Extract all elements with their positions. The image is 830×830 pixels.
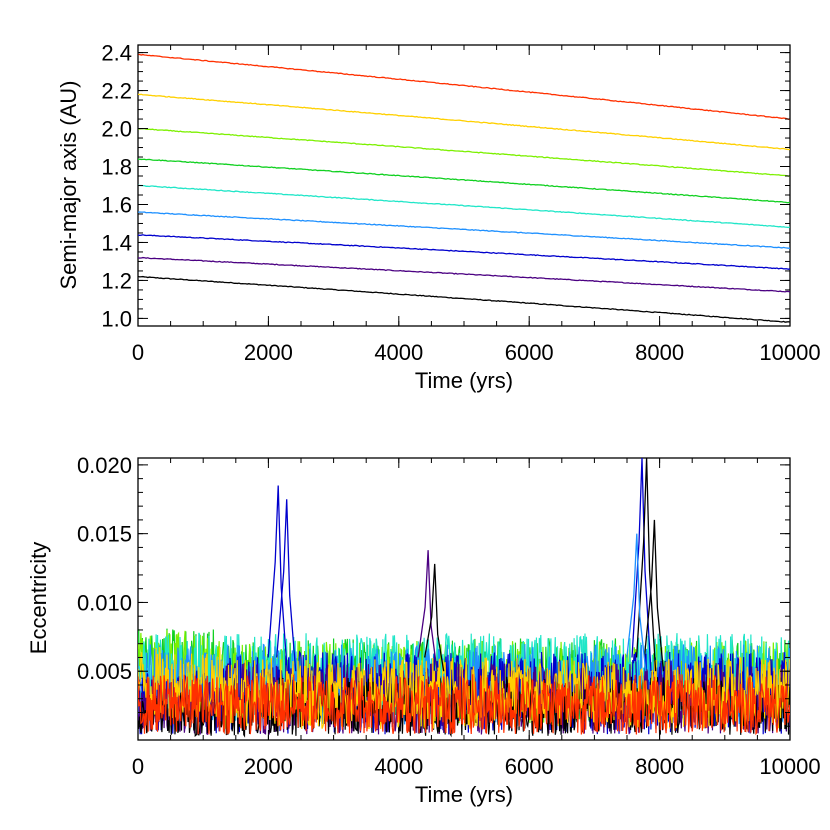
x-tick-label: 0 <box>132 340 144 365</box>
eccentricity-spike <box>417 550 438 672</box>
y-tick-label: 1.0 <box>101 306 132 331</box>
semi-major-axis-line <box>138 93 790 151</box>
semi-major-axis-panel: 0 2000 4000 6000 8000 10000 1.0 1.2 1.4 1.6 1.8 2.0… <box>56 41 821 393</box>
eccentricity-spike <box>267 485 288 672</box>
x-tick-label: 10000 <box>759 340 820 365</box>
semi-major-axis-line <box>138 184 790 229</box>
y-tick-label: 2.4 <box>101 41 132 66</box>
semi-major-axis-line <box>138 275 790 323</box>
top-axis-ticks: 0 2000 4000 6000 8000 10000 1.0 1.2 1.4 1.6 1.8 2.0… <box>101 41 820 365</box>
y-tick-label: 0.010 <box>77 590 132 615</box>
eccentricity-spike <box>635 458 657 672</box>
y-tick-label: 1.2 <box>101 268 132 293</box>
x-tick-label: 6000 <box>505 340 554 365</box>
x-tick-label: 4000 <box>374 754 423 779</box>
semi-major-axis-series <box>138 53 790 323</box>
top-y-axis-label: Semi-major axis (AU) <box>56 80 81 289</box>
x-tick-label: 2000 <box>244 754 293 779</box>
y-tick-label: 0.015 <box>77 522 132 547</box>
eccentricity-panel: 0 2000 4000 6000 8000 10000 0.005 0.010 0.015 0.0… <box>26 453 821 807</box>
semi-major-axis-line <box>138 53 790 120</box>
x-tick-label: 8000 <box>635 340 684 365</box>
y-tick-label: 1.8 <box>101 155 132 180</box>
bottom-y-axis-label: Eccentricity <box>26 542 51 654</box>
y-tick-label: 0.005 <box>77 659 132 684</box>
eccentricity-spike <box>643 519 665 672</box>
semi-major-axis-line <box>138 158 790 204</box>
semi-major-axis-line <box>138 234 790 270</box>
y-tick-label: 2.0 <box>101 117 132 142</box>
eccentricity-spike <box>631 458 652 672</box>
y-tick-label: 1.4 <box>101 230 132 255</box>
bottom-x-axis-label: Time (yrs) <box>415 782 513 807</box>
eccentricity-series <box>138 458 790 738</box>
x-tick-label: 0 <box>132 754 144 779</box>
bottom-axis-ticks: 0 2000 4000 6000 8000 10000 0.005 0.010 0.015 0.0… <box>77 453 821 779</box>
x-tick-label: 4000 <box>374 340 423 365</box>
semi-major-axis-line <box>138 127 790 177</box>
x-tick-label: 2000 <box>244 340 293 365</box>
y-tick-label: 2.2 <box>101 79 132 104</box>
x-tick-label: 8000 <box>635 754 684 779</box>
eccentricity-line <box>138 662 790 736</box>
eccentricity-spike <box>276 499 297 672</box>
x-tick-label: 6000 <box>505 754 554 779</box>
y-tick-label: 1.6 <box>101 192 132 217</box>
eccentricity-spike <box>424 563 445 672</box>
semi-major-axis-line <box>138 256 790 293</box>
eccentricity-line <box>138 674 790 736</box>
top-x-axis-label: Time (yrs) <box>415 368 513 393</box>
x-tick-label: 10000 <box>759 754 820 779</box>
eccentricity-spike <box>626 533 647 672</box>
y-tick-label: 0.020 <box>77 453 132 478</box>
semi-major-axis-line <box>138 211 790 249</box>
